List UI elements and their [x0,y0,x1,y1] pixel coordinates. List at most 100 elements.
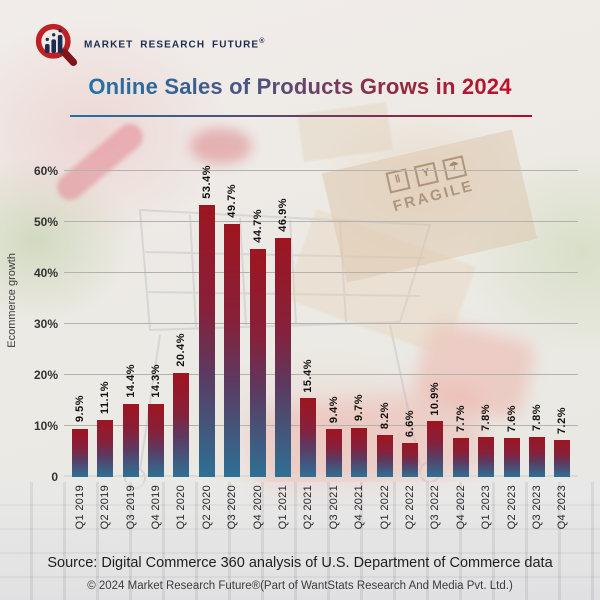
x-tick-label: Q3 2023 [531,485,544,530]
y-tick-label: 20% [33,368,58,382]
y-axis: 0 10% 20% 30% 40% 50% 60% [10,164,58,484]
bar [427,421,444,477]
bar [503,438,520,477]
bar-slot: 7.6% Q2 2023 [499,171,524,529]
bar-slot: 9.7% Q4 2021 [346,171,371,529]
y-tick-label: 10% [33,419,58,433]
y-tick-label: 30% [33,317,58,331]
gridline [64,425,578,426]
cart-red-detail [190,128,252,164]
bar [300,398,317,477]
bar [173,372,190,477]
bar [351,427,368,477]
bar-value-label: 14.4% [124,363,137,398]
bar [478,437,495,477]
bar-slot: 53.4% Q2 2020 [194,165,219,529]
brand-name-text: MARKET RESEARCH FUTURE [84,39,260,51]
brand-logo: MARKET RESEARCH FUTURE® [34,22,265,66]
bar-slot: 46.9% Q1 2021 [270,171,295,529]
bar-value-label: 53.4% [200,164,213,199]
y-tick-label: 40% [33,266,58,280]
bar-value-label: 9.4% [327,395,340,424]
bar [325,429,342,477]
copyright-note: © 2024 Market Research Future®(Part of W… [87,580,513,592]
x-tick-label: Q4 2023 [556,485,569,530]
gridline [64,374,578,375]
bar-slot: 10.9% Q3 2022 [423,171,448,529]
bar-slot: 8.2% Q1 2022 [372,171,397,529]
bar-slot: 7.8% Q3 2023 [524,171,549,529]
bar-slot: 9.4% Q3 2021 [321,171,346,529]
bar-value-label: 15.4% [302,358,315,393]
bar-slot: 6.6% Q2 2022 [397,171,422,529]
bar-slot: 49.7% Q3 2020 [219,171,244,529]
bar-value-label: 14.3% [149,364,162,399]
bar-value-label: 9.7% [353,394,366,422]
x-tick-label: Q3 2022 [429,485,442,530]
bar-slot: 20.4% Q1 2020 [169,171,194,529]
bars-row: 9.5% Q1 2019 11.1% Q2 2019 14.4% Q3 2019 14.3%… [64,165,578,529]
bar-slot: 14.4% Q3 2019 [118,171,143,529]
x-tick-label: Q2 2023 [505,485,518,530]
bar-value-label: 7.8% [480,404,493,432]
page-title: Online Sales of Products Grows in 2024 [88,74,512,99]
registered-mark: ® [259,37,266,45]
x-tick-label: Q3 2019 [124,485,137,530]
bar-value-label: 7.7% [454,404,467,432]
bar [97,420,114,477]
x-tick-label: Q4 2020 [251,485,264,530]
bar-value-label: 7.8% [531,404,544,432]
bar [224,223,241,477]
bar-value-label: 7.6% [505,405,518,433]
gridline [64,272,578,273]
x-tick-label: Q2 2021 [302,485,315,530]
x-tick-label: Q2 2020 [200,485,213,530]
y-tick-label: 60% [33,164,58,178]
x-tick-label: Q1 2022 [378,485,391,530]
bar-value-label: 7.2% [556,407,569,435]
bar-slot: 7.7% Q4 2022 [448,171,473,529]
bar [147,404,164,477]
y-tick-label: 50% [33,215,58,229]
background-box-small [297,101,393,163]
x-tick-label: Q4 2022 [454,485,467,530]
x-tick-label: Q1 2020 [175,485,188,530]
bar [529,437,546,477]
bar-slot: 9.5% Q1 2019 [67,171,92,529]
x-tick-label: Q3 2021 [327,485,340,530]
bar [401,443,418,477]
x-tick-label: Q4 2019 [149,485,162,530]
bar-slot: 14.3% Q4 2019 [143,171,168,529]
bar-value-label: 44.7% [251,209,264,244]
bar [274,237,291,477]
bar-slot: 44.7% Q4 2020 [245,171,270,529]
bar-value-label: 46.9% [276,198,289,232]
source-note: Source: Digital Commerce 360 analysis of… [47,555,553,571]
bar-value-label: 6.6% [403,410,416,438]
bar [122,403,139,477]
gridline [64,170,578,171]
y-tick-label: 0 [51,470,58,484]
bar-slot: 7.8% Q1 2023 [474,171,499,529]
bar-slot: 7.2% Q4 2023 [550,171,575,529]
bar [554,440,571,477]
bar-value-label: 9.5% [73,395,86,423]
bar-value-label: 11.1% [99,381,112,415]
bar-slot: 11.1% Q2 2019 [92,171,117,529]
bar [198,204,215,477]
x-tick-label: Q3 2020 [226,485,239,530]
bar [71,428,88,477]
bar [376,435,393,477]
footer: Source: Digital Commerce 360 analysis of… [0,555,600,592]
bar-value-label: 8.2% [378,402,391,430]
bar-value-label: 20.4% [175,333,188,367]
bar-slot: 15.4% Q2 2021 [296,171,321,529]
title-section: Online Sales of Products Grows in 2024 [0,74,600,100]
x-tick-label: Q1 2023 [480,485,493,530]
gridline [64,323,578,324]
gridline [64,221,578,222]
x-tick-label: Q2 2019 [99,485,112,530]
bar [249,249,266,477]
x-axis-baseline [64,475,578,477]
